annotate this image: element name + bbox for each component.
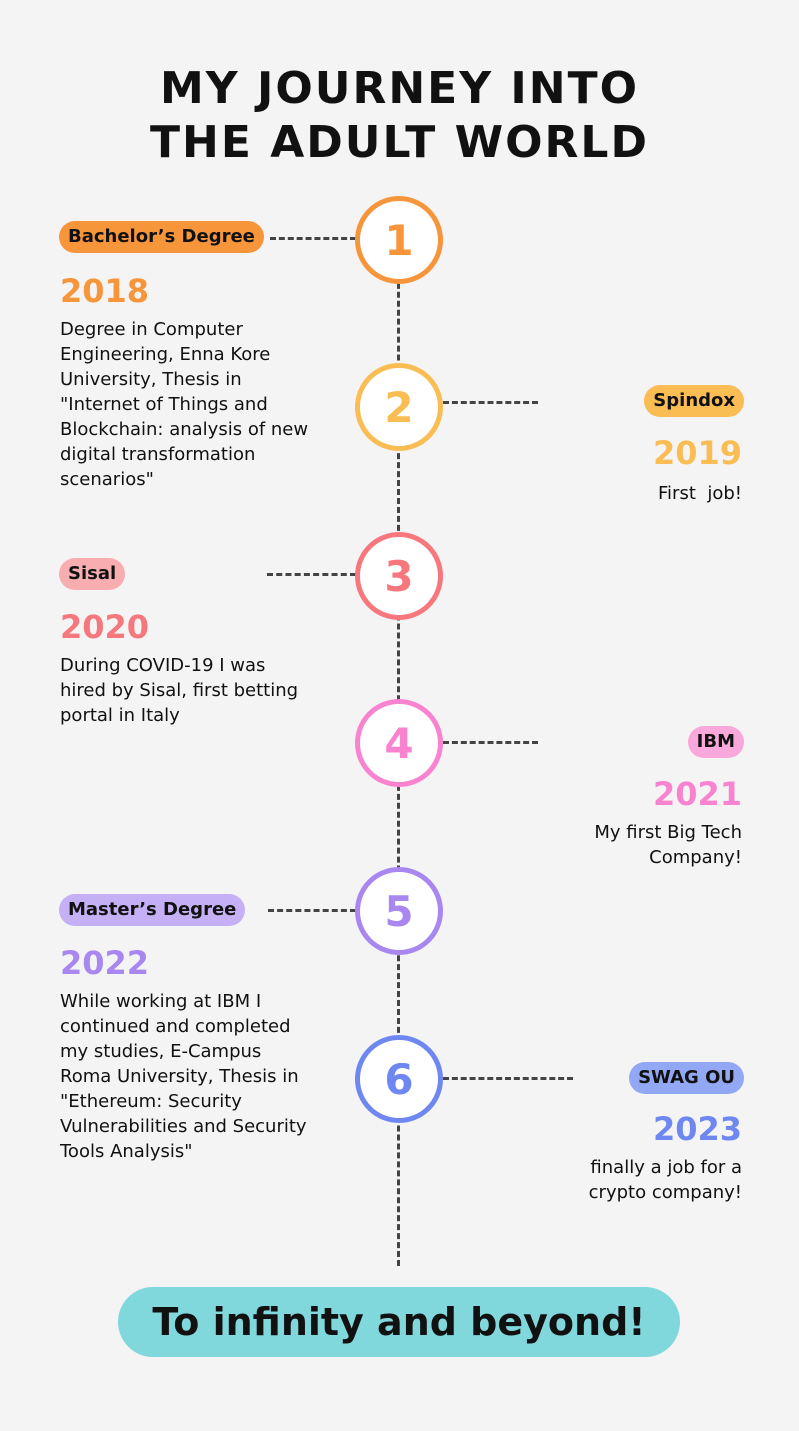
milestone-5-label: Master’s Degree bbox=[59, 894, 246, 926]
milestone-4-label: IBM bbox=[687, 726, 744, 758]
connector-4 bbox=[443, 741, 538, 744]
connector-2 bbox=[443, 401, 538, 404]
milestone-6-circle: 6 bbox=[355, 1035, 443, 1123]
milestone-2-label: Spindox bbox=[644, 385, 744, 417]
milestone-1-circle: 1 bbox=[355, 196, 443, 284]
connector-1 bbox=[270, 237, 356, 240]
page-title: MY JOURNEY INTO THE ADULT WORLD bbox=[0, 62, 799, 170]
milestone-4-description: My first Big Tech Company! bbox=[594, 822, 742, 868]
milestone-4-circle: 4 bbox=[355, 699, 443, 787]
milestone-4-year: 2021 bbox=[652, 775, 742, 813]
connector-6 bbox=[443, 1077, 573, 1080]
milestone-3-circle: 3 bbox=[355, 532, 443, 620]
milestone-1-description: Degree in Computer Engineering, Enna Kor… bbox=[60, 319, 309, 490]
connector-3 bbox=[267, 573, 356, 576]
milestone-2-circle: 2 bbox=[355, 363, 443, 451]
title-line-1: MY JOURNEY INTO bbox=[159, 63, 640, 114]
milestone-2-description: First job! bbox=[658, 483, 742, 504]
milestone-2-year: 2019 bbox=[652, 434, 742, 472]
milestone-5-year: 2022 bbox=[60, 944, 150, 982]
milestone-1-label: Bachelor’s Degree bbox=[59, 221, 264, 253]
milestone-1-year: 2018 bbox=[60, 272, 150, 310]
milestone-3-year: 2020 bbox=[60, 608, 150, 646]
closing-banner: To infinity and beyond! bbox=[118, 1287, 680, 1357]
milestone-3-description: During COVID-19 I was hired by Sisal, fi… bbox=[60, 655, 299, 726]
title-line-2: THE ADULT WORLD bbox=[150, 117, 649, 168]
milestone-5-description: While working at IBM I continued and com… bbox=[60, 991, 307, 1162]
milestone-3-label: Sisal bbox=[59, 558, 126, 590]
milestone-6-year: 2023 bbox=[652, 1110, 742, 1148]
milestone-6-label: SWAG OU bbox=[629, 1062, 744, 1094]
milestone-5-circle: 5 bbox=[355, 867, 443, 955]
milestone-6-description: finally a job for a crypto company! bbox=[588, 1157, 742, 1203]
connector-5 bbox=[268, 909, 356, 912]
